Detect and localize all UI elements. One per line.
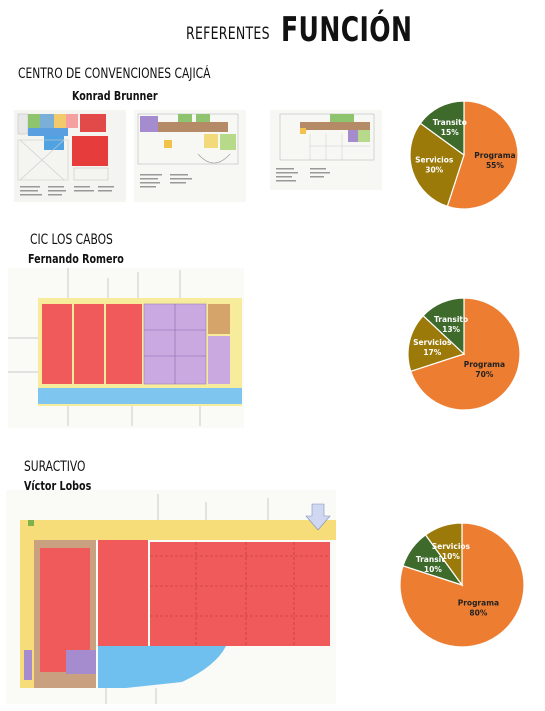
section-author-suractivo: Víctor Lobos — [24, 478, 92, 493]
pie-value-transito: 15% — [441, 128, 459, 137]
pie-slice-servicios — [424, 522, 463, 587]
pie-value-transito: 13% — [442, 325, 460, 334]
floor-plan-suractivo — [6, 490, 336, 704]
section-author-cajica: Konrad Brunner — [72, 88, 158, 103]
pie-slice-programa — [409, 297, 521, 411]
pie-value-programa: 80% — [469, 609, 487, 618]
header-subtitle: REFERENTES — [186, 24, 270, 44]
pie-value-servicios: 30% — [425, 166, 443, 175]
pie-chart-cajica: Programa 55% Servicios 30% Transito 15% — [402, 94, 532, 216]
pie-label-programa: Programa — [464, 360, 505, 369]
pie-slice-servicios — [409, 122, 465, 208]
pie-label-programa: Programa — [458, 599, 499, 608]
pie-slice-transito — [419, 100, 465, 157]
pie-label-transito: Transito — [416, 555, 450, 564]
pie-value-programa: 70% — [475, 370, 493, 379]
pie-label-servicios: Servicios — [432, 542, 471, 551]
pie-slice-programa — [446, 100, 519, 210]
pie-value-transito: 10% — [424, 565, 442, 574]
floor-plan-los-cabos — [8, 268, 244, 428]
page-title: FUNCIÓN — [281, 10, 413, 50]
section-title-cajica: CENTRO DE CONVENCIONES CAJICÁ — [18, 66, 211, 82]
pie-value-servicios: 17% — [423, 348, 441, 357]
pie-chart-suractivo: Programa 80% Transito 10% Servicios 10% — [396, 518, 532, 652]
pie-chart-los-cabos: Programa 70% Servicios 17% Transito 13% — [402, 292, 532, 416]
section-author-los-cabos: Fernando Romero — [28, 251, 124, 266]
section-title-los-cabos: CIC LOS CABOS — [30, 232, 113, 248]
pie-slice-transito — [422, 297, 465, 356]
section-title-suractivo: SURACTIVO — [24, 459, 86, 475]
floor-plan-cajica-1 — [14, 110, 126, 202]
pie-value-programa: 55% — [486, 161, 504, 170]
pie-label-servicios: Servicios — [415, 156, 454, 165]
floor-plan-cajica-3 — [270, 110, 382, 190]
pie-label-transito: Transito — [434, 315, 468, 324]
pie-label-programa: Programa — [474, 151, 515, 160]
pie-slice-servicios — [407, 314, 466, 373]
floor-plan-cajica-2 — [134, 110, 246, 202]
pie-value-servicios: 10% — [442, 552, 460, 561]
pie-label-servicios: Servicios — [413, 338, 452, 347]
pie-label-transito: Transito — [433, 118, 467, 127]
